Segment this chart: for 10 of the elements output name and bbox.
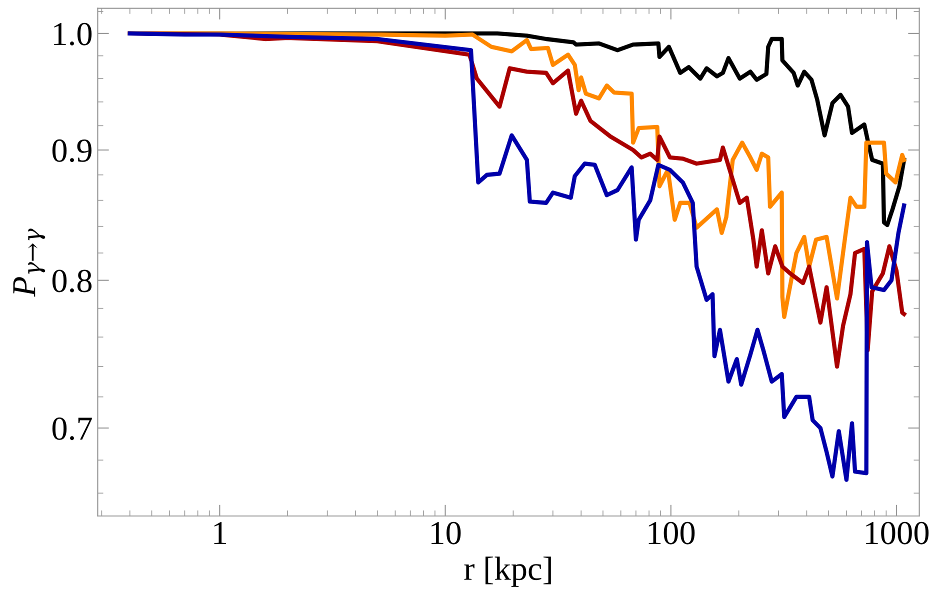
x-tick-label: 1 [214, 522, 226, 544]
y-tick-label: 0.9 [52, 139, 92, 162]
y-tick-label: 0.7 [52, 417, 92, 440]
y-tick-label: 0.8 [52, 270, 92, 292]
y-axis-title: P$_{γ→γ}$ [13, 228, 46, 297]
x-tick-label: 10 [432, 522, 461, 544]
x-tick-label: 100 [648, 522, 695, 544]
y-tick-label: 1.0 [54, 22, 92, 46]
x-tick-label: 1000 [866, 522, 929, 544]
x-axis-title: r [kpc] [464, 556, 551, 587]
